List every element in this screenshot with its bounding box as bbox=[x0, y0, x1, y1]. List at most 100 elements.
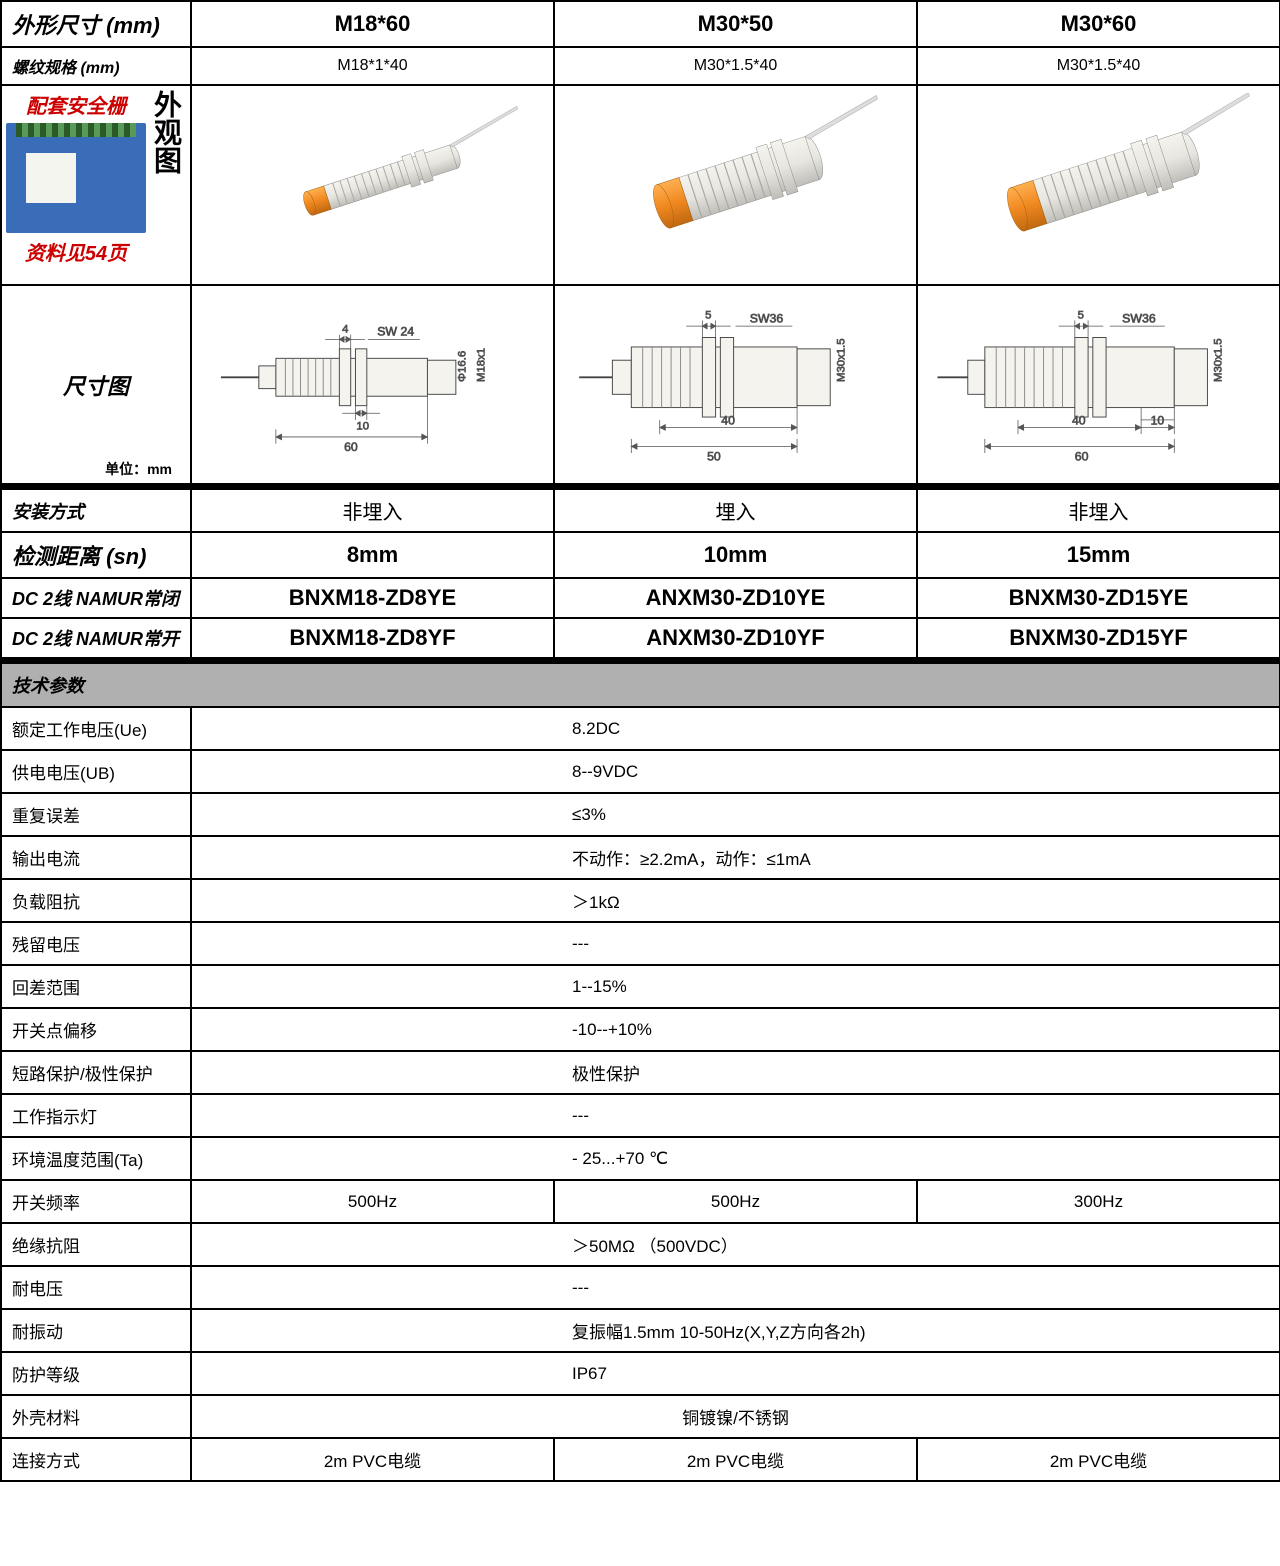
mid-val-0-1: 埋入 bbox=[554, 489, 917, 532]
mid-val-3-1: ANXM30-ZD10YF bbox=[554, 618, 917, 660]
dimension-1: 5 SW36 40 50 M30x1.5 bbox=[554, 285, 917, 486]
svg-text:5: 5 bbox=[1078, 310, 1084, 322]
spec-row-5: 残留电压--- bbox=[1, 922, 1280, 965]
svg-text:10: 10 bbox=[1151, 414, 1165, 428]
spec-val-5: --- bbox=[191, 922, 1280, 965]
appearance-1 bbox=[554, 85, 917, 285]
spec-label-6: 回差范围 bbox=[1, 965, 191, 1008]
svg-text:M30x1.5: M30x1.5 bbox=[835, 338, 847, 382]
spec-label-2: 重复误差 bbox=[1, 793, 191, 836]
size-col-1: M30*50 bbox=[554, 1, 917, 47]
spec-val-7: -10--+10% bbox=[191, 1008, 1280, 1051]
dim-drawing-1: 5 SW36 40 50 M30x1.5 bbox=[565, 292, 906, 472]
spec-label-1: 供电电压(UB) bbox=[1, 750, 191, 793]
mid-val-2-2: BNXM30-ZD15YE bbox=[917, 578, 1280, 618]
dim-drawing-2: 5 SW36 40 10 60 M30x1.5 bbox=[928, 292, 1269, 472]
svg-text:Φ16.6: Φ16.6 bbox=[456, 351, 468, 382]
appearance-row: 配套安全栅 资料见54页 外观图 bbox=[1, 85, 1280, 285]
dimension-label: 尺寸图 单位：mm bbox=[1, 285, 191, 486]
spec-label-9: 工作指示灯 bbox=[1, 1094, 191, 1137]
spec-row-0: 额定工作电压(Ue)8.2DC bbox=[1, 707, 1280, 750]
spec-row-7: 开关点偏移-10--+10% bbox=[1, 1008, 1280, 1051]
appearance-sidebar: 配套安全栅 资料见54页 外观图 bbox=[1, 85, 191, 285]
spec-row-8: 短路保护/极性保护极性保护 bbox=[1, 1051, 1280, 1094]
spec-header-row: 技术参数 bbox=[1, 663, 1280, 707]
spec-val-3: 不动作：≥2.2mA，动作：≤1mA bbox=[191, 836, 1280, 879]
spec-row-9: 工作指示灯--- bbox=[1, 1094, 1280, 1137]
size-label: 外形尺寸 (mm) bbox=[1, 1, 191, 47]
spec-val-11-1: 500Hz bbox=[554, 1180, 917, 1223]
dim-drawing-0: 4 SW 24 10 60 Φ16.6 M18x1 bbox=[202, 292, 543, 472]
spec-val-14: 复振幅1.5mm 10-50Hz(X,Y,Z方向各2h) bbox=[191, 1309, 1280, 1352]
spec-row-13: 耐电压--- bbox=[1, 1266, 1280, 1309]
svg-text:SW36: SW36 bbox=[750, 311, 784, 325]
spec-label-5: 残留电压 bbox=[1, 922, 191, 965]
thread-col-0: M18*1*40 bbox=[191, 47, 554, 85]
mid-label-0: 安装方式 bbox=[1, 489, 191, 532]
spec-val-17-2: 2m PVC电缆 bbox=[917, 1438, 1280, 1481]
spec-val-9: --- bbox=[191, 1094, 1280, 1137]
datasheet-table: 外形尺寸 (mm) M18*60 M30*50 M30*60 螺纹规格 (mm)… bbox=[0, 0, 1280, 1482]
mid-label-1: 检测距离 (sn) bbox=[1, 532, 191, 578]
spec-val-11-2: 300Hz bbox=[917, 1180, 1280, 1223]
spec-val-15: IP67 bbox=[191, 1352, 1280, 1395]
spec-row-12: 绝缘抗阻＞50MΩ （500VDC） bbox=[1, 1223, 1280, 1266]
mid-row-3: DC 2线 NAMUR常开BNXM18-ZD8YFANXM30-ZD10YFBN… bbox=[1, 618, 1280, 660]
spec-row-10: 环境温度范围(Ta)- 25...+70 ℃ bbox=[1, 1137, 1280, 1180]
spec-label-11: 开关频率 bbox=[1, 1180, 191, 1223]
mid-val-3-2: BNXM30-ZD15YF bbox=[917, 618, 1280, 660]
svg-text:60: 60 bbox=[344, 440, 358, 454]
spec-val-8: 极性保护 bbox=[191, 1051, 1280, 1094]
svg-text:5: 5 bbox=[705, 310, 711, 322]
spec-val-10: - 25...+70 ℃ bbox=[191, 1137, 1280, 1180]
spec-label-13: 耐电压 bbox=[1, 1266, 191, 1309]
mid-val-1-1: 10mm bbox=[554, 532, 917, 578]
spec-label-17: 连接方式 bbox=[1, 1438, 191, 1481]
svg-text:60: 60 bbox=[1075, 450, 1089, 464]
spec-row-17: 连接方式2m PVC电缆2m PVC电缆2m PVC电缆 bbox=[1, 1438, 1280, 1481]
mid-row-1: 检测距离 (sn)8mm10mm15mm bbox=[1, 532, 1280, 578]
thread-col-1: M30*1.5*40 bbox=[554, 47, 917, 85]
mid-row-2: DC 2线 NAMUR常闭BNXM18-ZD8YEANXM30-ZD10YEBN… bbox=[1, 578, 1280, 618]
mid-val-1-2: 15mm bbox=[917, 532, 1280, 578]
barrier-title: 配套安全栅 bbox=[6, 90, 146, 119]
spec-row-15: 防护等级IP67 bbox=[1, 1352, 1280, 1395]
spec-label-16: 外壳材料 bbox=[1, 1395, 191, 1438]
mid-label-2: DC 2线 NAMUR常闭 bbox=[1, 578, 191, 618]
sensor-render-1 bbox=[565, 93, 906, 273]
svg-text:4: 4 bbox=[342, 324, 348, 336]
spec-val-17-0: 2m PVC电缆 bbox=[191, 1438, 554, 1481]
spec-label-0: 额定工作电压(Ue) bbox=[1, 707, 191, 750]
svg-text:SW 24: SW 24 bbox=[377, 325, 414, 339]
spec-label-8: 短路保护/极性保护 bbox=[1, 1051, 191, 1094]
size-row: 外形尺寸 (mm) M18*60 M30*50 M30*60 bbox=[1, 1, 1280, 47]
spec-label-10: 环境温度范围(Ta) bbox=[1, 1137, 191, 1180]
svg-text:50: 50 bbox=[707, 450, 721, 464]
safety-barrier-image bbox=[6, 123, 146, 233]
spec-header: 技术参数 bbox=[1, 663, 1280, 707]
spec-row-4: 负载阻抗＞1kΩ bbox=[1, 879, 1280, 922]
spec-val-13: --- bbox=[191, 1266, 1280, 1309]
mid-val-2-0: BNXM18-ZD8YE bbox=[191, 578, 554, 618]
mid-label-3: DC 2线 NAMUR常开 bbox=[1, 618, 191, 660]
spec-val-1: 8--9VDC bbox=[191, 750, 1280, 793]
appearance-title: 外观图 bbox=[146, 90, 186, 174]
dim-label-text: 尺寸图 bbox=[12, 369, 180, 401]
appearance-0 bbox=[191, 85, 554, 285]
size-col-0: M18*60 bbox=[191, 1, 554, 47]
spec-label-14: 耐振动 bbox=[1, 1309, 191, 1352]
thread-label: 螺纹规格 (mm) bbox=[1, 47, 191, 85]
thread-row: 螺纹规格 (mm) M18*1*40 M30*1.5*40 M30*1.5*40 bbox=[1, 47, 1280, 85]
svg-text:40: 40 bbox=[721, 414, 735, 428]
dim-unit: 单位：mm bbox=[105, 459, 182, 479]
spec-val-4: ＞1kΩ bbox=[191, 879, 1280, 922]
mid-val-0-0: 非埋入 bbox=[191, 489, 554, 532]
spec-label-12: 绝缘抗阻 bbox=[1, 1223, 191, 1266]
svg-text:10: 10 bbox=[356, 420, 369, 432]
sensor-render-0 bbox=[202, 93, 543, 273]
spec-val-0: 8.2DC bbox=[191, 707, 1280, 750]
spec-label-3: 输出电流 bbox=[1, 836, 191, 879]
mid-val-1-0: 8mm bbox=[191, 532, 554, 578]
mid-val-3-0: BNXM18-ZD8YF bbox=[191, 618, 554, 660]
spec-label-15: 防护等级 bbox=[1, 1352, 191, 1395]
